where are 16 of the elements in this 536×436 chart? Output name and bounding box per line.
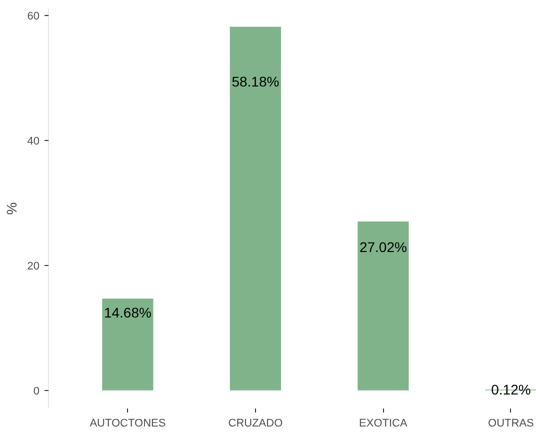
y-axis-title: % [3,202,20,215]
x-tick-label: OUTRAS [488,418,534,430]
bar [358,222,409,390]
data-label: 58.18% [232,73,280,90]
data-label: 14.68% [104,304,152,320]
bar [102,298,154,390]
bar [230,26,282,390]
x-tick-label: AUTOCTONES [90,418,166,430]
x-tick-label: EXOTICA [359,418,408,430]
y-tick-label: 60 [27,10,40,22]
y-tick-label: 0 [33,385,40,398]
y-tick-label: 20 [27,260,40,272]
data-label: 0.12% [491,382,531,398]
y-tick-label: 40 [27,135,40,148]
x-tick-label: CRUZADO [228,418,284,430]
data-label: 27.02% [359,238,407,255]
